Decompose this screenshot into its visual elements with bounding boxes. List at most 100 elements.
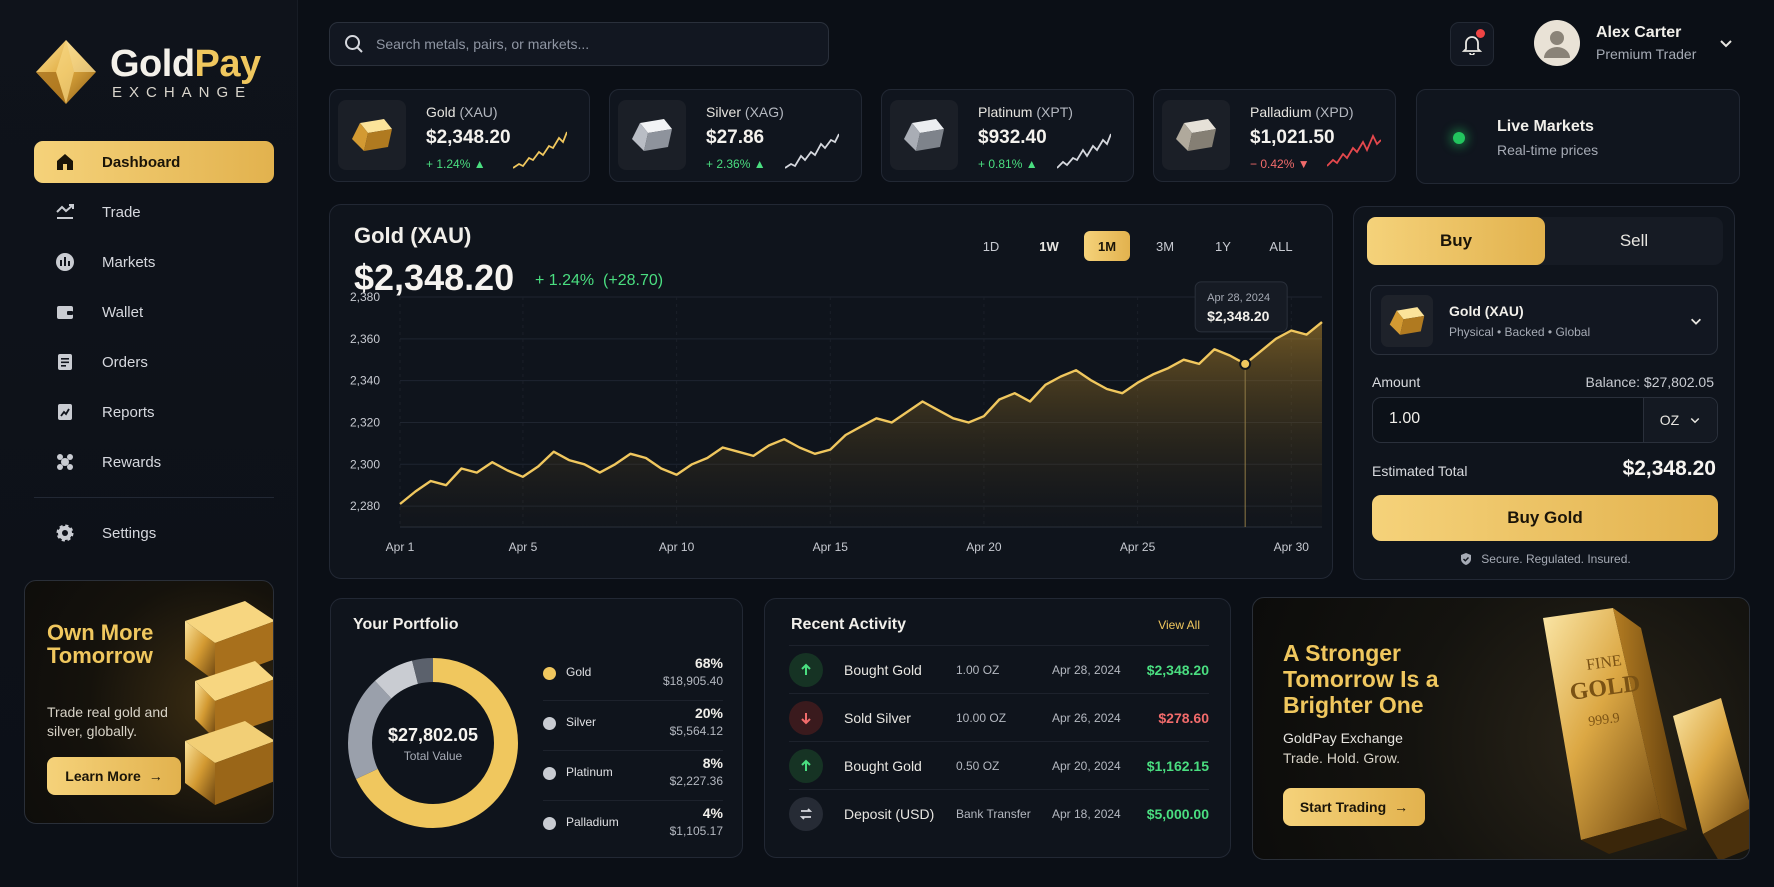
sidebar-item-trade[interactable]: Trade: [34, 191, 274, 233]
sidebar-item-dashboard[interactable]: Dashboard: [34, 141, 274, 183]
ticker-name: Palladium (XPD): [1250, 104, 1354, 120]
sidebar-item-settings[interactable]: Settings: [34, 512, 274, 554]
live-indicator-icon: [1453, 132, 1465, 144]
activity-list: Bought Gold 1.00 OZ Apr 28, 2024 $2,348.…: [789, 645, 1209, 837]
live-markets-title: Live Markets: [1497, 118, 1594, 135]
live-markets-card[interactable]: Live Markets Real-time prices: [1416, 89, 1740, 184]
estimated-total-label: Estimated Total: [1372, 463, 1468, 479]
diamond-logo-icon: [36, 40, 96, 104]
gear-icon: [54, 522, 76, 544]
gold-bar-illustration: FINE GOLD 999.9: [1543, 608, 1749, 859]
transfer-icon: [789, 797, 823, 831]
hero-title: A Stronger Tomorrow Is a Brighter One: [1283, 640, 1439, 718]
activity-row[interactable]: Bought Gold 1.00 OZ Apr 28, 2024 $2,348.…: [789, 645, 1209, 693]
portfolio-row-gold[interactable]: Gold 68% $18,905.40: [543, 651, 723, 701]
range-all[interactable]: ALL: [1269, 238, 1293, 254]
user-menu[interactable]: Alex Carter Premium Trader: [1534, 20, 1734, 66]
learn-more-button[interactable]: Learn More →: [47, 757, 181, 795]
triangle-up-icon: ▲: [1025, 157, 1038, 171]
portfolio-donut-chart[interactable]: [345, 655, 521, 831]
view-all-link[interactable]: View All: [1158, 618, 1200, 632]
x-tick-label: Apr 25: [1120, 540, 1156, 554]
activity-date: Apr 20, 2024: [1052, 759, 1121, 773]
arrow-right-icon: →: [1394, 799, 1409, 815]
activity-row[interactable]: Deposit (USD) Bank Transfer Apr 18, 2024…: [789, 789, 1209, 837]
y-tick-label: 2,320: [350, 415, 380, 429]
ticker-change: + 0.81% ▲: [978, 157, 1038, 171]
start-trading-button[interactable]: Start Trading →: [1283, 788, 1425, 826]
secure-note: Secure. Regulated. Insured.: [1354, 552, 1736, 566]
activity-qty: 1.00 OZ: [956, 663, 1000, 677]
ticker-gold[interactable]: Gold (XAU) $2,348.20 + 1.24% ▲: [329, 89, 590, 182]
activity-row[interactable]: Bought Gold 0.50 OZ Apr 20, 2024 $1,162.…: [789, 741, 1209, 789]
sidebar-item-rewards[interactable]: Rewards: [34, 441, 274, 483]
legend-dot: [543, 817, 556, 830]
chevron-down-icon: [1690, 417, 1700, 424]
buy-tab[interactable]: Buy: [1367, 217, 1545, 265]
activity-qty: 0.50 OZ: [956, 759, 1000, 773]
donut-slice-silver[interactable]: [348, 658, 518, 828]
range-1w[interactable]: 1W: [1039, 238, 1059, 254]
ticker-palladium[interactable]: Palladium (XPD) $1,021.50 − 0.42% ▼: [1153, 89, 1396, 182]
unit-select[interactable]: OZ: [1643, 398, 1717, 442]
asset-amount: $5,564.12: [669, 724, 723, 738]
sidebar-item-wallet[interactable]: Wallet: [34, 291, 274, 333]
activity-date: Apr 18, 2024: [1052, 807, 1121, 821]
asset-select[interactable]: Gold (XAU) Physical • Backed • Global: [1370, 285, 1718, 355]
sidebar-nav: Dashboard Trade Markets Wallet Orders: [34, 141, 274, 562]
portfolio-list: Gold 68% $18,905.40 Silver 20% $5,564.12…: [543, 651, 723, 851]
activity-amount: $2,348.20: [1146, 662, 1209, 678]
search-input[interactable]: [376, 36, 816, 52]
brand-logo[interactable]: GoldPay EXCHANGE: [34, 38, 261, 106]
estimated-total-value: $2,348.20: [1622, 457, 1716, 480]
chevron-down-icon: [1720, 40, 1733, 48]
ticker-platinum[interactable]: Platinum (XPT) $932.40 + 0.81% ▲: [881, 89, 1134, 182]
platinum-bar-icon: [890, 100, 958, 170]
asset-name: Gold: [566, 665, 592, 679]
donut-slice-palladium[interactable]: [348, 658, 518, 828]
sidebar-item-orders[interactable]: Orders: [34, 341, 274, 383]
x-tick-label: Apr 10: [659, 540, 695, 554]
range-1d[interactable]: 1D: [982, 238, 1000, 254]
bar-engraving-purity: 999.9: [1587, 711, 1620, 730]
notification-badge: [1476, 29, 1485, 38]
search-bar[interactable]: [329, 22, 829, 66]
range-1y[interactable]: 1Y: [1215, 238, 1231, 254]
ticker-silver[interactable]: Silver (XAG) $27.86 + 2.36% ▲: [609, 89, 862, 182]
activity-amount: $278.60: [1158, 710, 1209, 726]
unit-label: OZ: [1659, 412, 1680, 428]
activity-amount: $5,000.00: [1146, 806, 1209, 822]
shield-icon: [1461, 553, 1472, 565]
activity-row[interactable]: Sold Silver 10.00 OZ Apr 26, 2024 $278.6…: [789, 693, 1209, 741]
x-tick-label: Apr 1: [386, 540, 415, 554]
sparkline: [513, 131, 567, 169]
hero-subtitle: GoldPay Exchange: [1283, 730, 1403, 746]
portfolio-row-palladium[interactable]: Palladium 4% $1,105.17: [543, 801, 723, 851]
amount-input[interactable]: [1389, 410, 1609, 428]
portfolio-total-label: Total Value: [403, 749, 463, 763]
notifications-button[interactable]: [1450, 22, 1494, 66]
ticker-price: $27.86: [706, 127, 765, 148]
gold-price-chart[interactable]: 2,280 2,300 2,320 2,340 2,360 2,380 Apr 1 Apr 5…: [330, 205, 1334, 580]
sidebar-item-label: Rewards: [102, 453, 162, 471]
range-1m[interactable]: 1M: [1084, 231, 1130, 261]
ticker-change: + 2.36% ▲: [706, 157, 766, 171]
search-icon: [345, 35, 363, 53]
sidebar-item-markets[interactable]: Markets: [34, 241, 274, 283]
legend-dot: [543, 767, 556, 780]
chart-title: Gold (XAU): [354, 223, 472, 248]
y-tick-label: 2,360: [350, 332, 380, 346]
trade-icon: [54, 201, 76, 223]
portfolio-row-silver[interactable]: Silver 20% $5,564.12: [543, 701, 723, 751]
bar-engraving-fine: FINE: [1585, 652, 1623, 674]
sell-tab[interactable]: Sell: [1619, 231, 1649, 250]
x-tick-label: Apr 5: [509, 540, 538, 554]
range-3m[interactable]: 3M: [1155, 238, 1175, 254]
promo-description: Trade real gold and silver, globally.: [47, 704, 168, 739]
triangle-down-icon: ▼: [1297, 157, 1310, 171]
sidebar-item-reports[interactable]: Reports: [34, 391, 274, 433]
buy-gold-button[interactable]: Buy Gold: [1372, 495, 1718, 541]
portfolio-row-platinum[interactable]: Platinum 8% $2,227.36: [543, 751, 723, 801]
price-line: [399, 321, 1323, 505]
amount-label: Amount: [1372, 374, 1421, 390]
